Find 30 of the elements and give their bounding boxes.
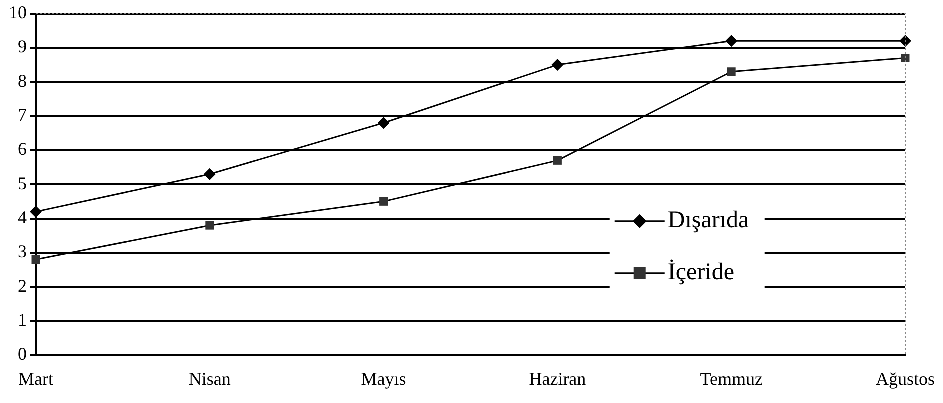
point — [32, 256, 40, 264]
point — [727, 68, 736, 76]
point — [378, 117, 390, 130]
point — [899, 35, 912, 48]
x-tick-label: Nisan — [188, 368, 231, 389]
point — [380, 197, 388, 206]
y-tick-label: 3 — [18, 242, 27, 262]
y-tick-label: 8 — [18, 70, 27, 91]
y-tick-label: 10 — [9, 2, 27, 23]
x-tick-label: Temmuz — [700, 368, 763, 389]
y-tick-label: 9 — [18, 36, 27, 57]
y-tick-label: 5 — [18, 173, 27, 194]
legend-label: Dışarıda — [668, 208, 750, 234]
point — [206, 221, 214, 230]
y-tick-label: 4 — [18, 207, 27, 228]
x-tick-label: Mart — [18, 368, 54, 389]
x-tick-label: Haziran — [529, 368, 586, 389]
point — [30, 206, 42, 218]
legend-label: İçeride — [668, 260, 734, 286]
y-tick-label: 7 — [18, 105, 27, 126]
point — [204, 168, 216, 180]
x-tick-label: Ağustos — [876, 368, 936, 389]
y-tick-label: 0 — [18, 344, 27, 364]
y-tick-label: 1 — [18, 310, 27, 330]
point — [552, 59, 564, 72]
x-tick-label: Mayıs — [361, 368, 406, 389]
y-tick-label: 2 — [18, 276, 27, 296]
point — [553, 156, 562, 165]
y-tick-label: 6 — [18, 139, 27, 160]
point — [726, 35, 738, 48]
